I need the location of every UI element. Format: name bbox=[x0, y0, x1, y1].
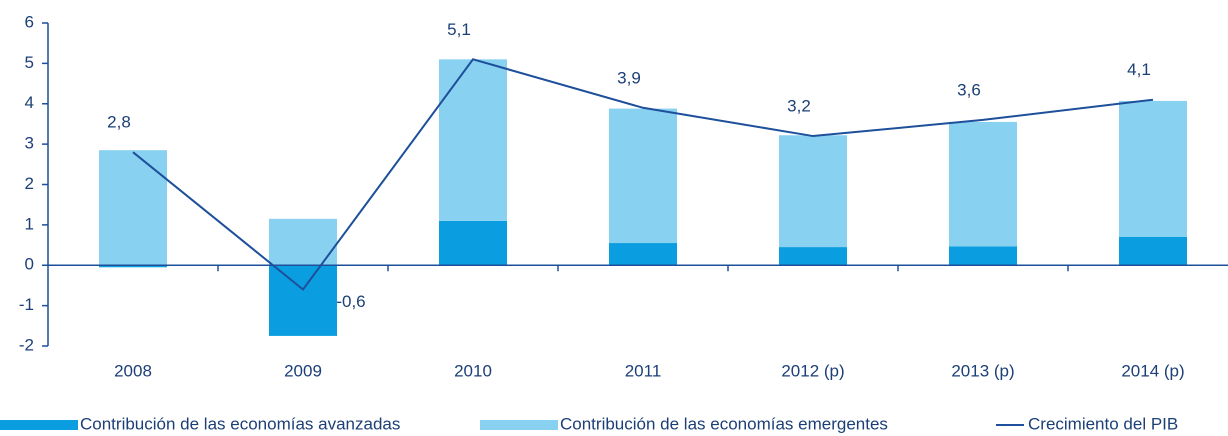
bar bbox=[949, 121, 1017, 247]
y-tick-label: 5 bbox=[25, 53, 34, 72]
data-label: 5,1 bbox=[447, 20, 471, 39]
x-tick-label: 2012 (p) bbox=[781, 361, 844, 380]
bar bbox=[779, 247, 847, 266]
bar bbox=[949, 246, 1017, 266]
bar bbox=[99, 150, 167, 266]
data-label: -0,6 bbox=[336, 292, 365, 311]
legend-label: Contribución de las economías avanzadas bbox=[80, 414, 400, 433]
legend-swatch bbox=[0, 420, 78, 430]
y-tick-label: 4 bbox=[25, 93, 34, 112]
bar bbox=[779, 135, 847, 248]
legend-swatch bbox=[480, 420, 558, 430]
data-label: 3,2 bbox=[787, 97, 811, 116]
bar bbox=[1119, 236, 1187, 266]
data-label: 2,8 bbox=[107, 113, 131, 132]
y-tick-label: -1 bbox=[19, 295, 34, 314]
data-label: 4,1 bbox=[1127, 60, 1151, 79]
x-tick-label: 2010 bbox=[454, 361, 492, 380]
data-label: 3,6 bbox=[957, 80, 981, 99]
x-tick-label: 2013 (p) bbox=[951, 361, 1014, 380]
bar bbox=[269, 265, 337, 336]
data-label: 3,9 bbox=[617, 68, 641, 87]
x-tick-label: 2014 (p) bbox=[1121, 361, 1184, 380]
bar bbox=[439, 220, 507, 266]
legend-label: Crecimiento del PIB bbox=[1028, 414, 1178, 433]
y-tick-label: 3 bbox=[25, 134, 34, 153]
bar bbox=[609, 108, 677, 244]
y-tick-label: 1 bbox=[25, 214, 34, 233]
y-tick-label: -2 bbox=[19, 335, 34, 354]
bar bbox=[609, 243, 677, 266]
bar bbox=[1119, 100, 1187, 237]
x-tick-label: 2008 bbox=[114, 361, 152, 380]
bar bbox=[439, 59, 507, 221]
x-tick-label: 2009 bbox=[284, 361, 322, 380]
y-tick-label: 0 bbox=[25, 255, 34, 274]
x-tick-label: 2011 bbox=[625, 361, 662, 380]
y-tick-label: 2 bbox=[25, 174, 34, 193]
legend-label: Contribución de las economías emergentes bbox=[560, 414, 888, 433]
bar bbox=[99, 265, 167, 268]
line bbox=[132, 58, 1154, 291]
y-tick-label: 6 bbox=[25, 12, 34, 31]
